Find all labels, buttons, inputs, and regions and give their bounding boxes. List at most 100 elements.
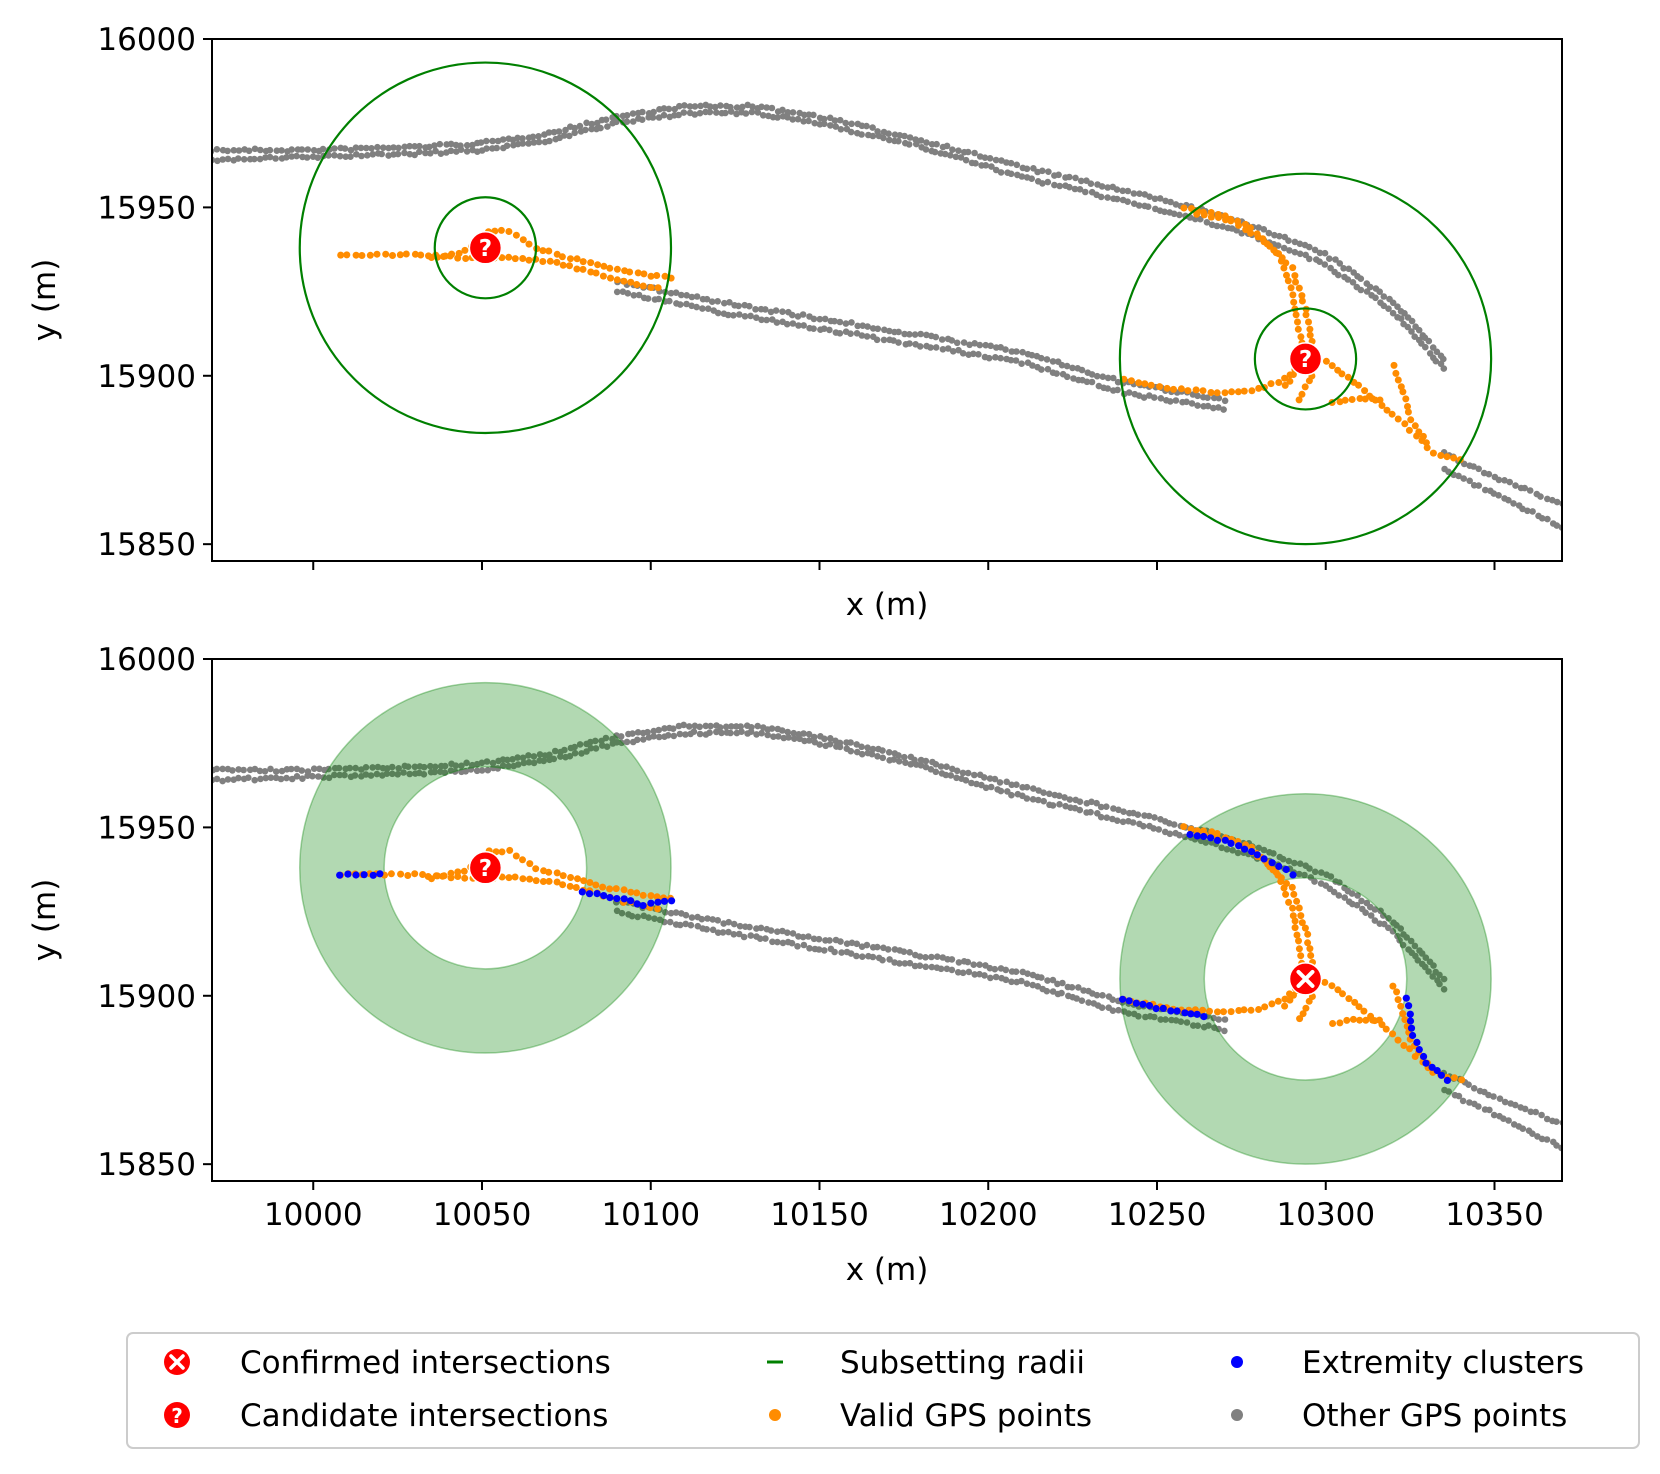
other-gps-point bbox=[530, 753, 538, 760]
other-gps-point bbox=[1403, 934, 1410, 941]
other-gps-point bbox=[566, 132, 573, 140]
other-gps-point bbox=[335, 764, 343, 772]
other-gps-point bbox=[427, 762, 434, 770]
extremity-cluster-point bbox=[1422, 1059, 1430, 1067]
other-gps-point bbox=[838, 949, 845, 956]
valid-gps-point bbox=[1193, 827, 1201, 835]
valid-gps-point bbox=[1177, 385, 1185, 393]
other-gps-point bbox=[219, 156, 226, 163]
other-gps-point bbox=[836, 116, 844, 124]
other-gps-point bbox=[1104, 374, 1112, 382]
other-gps-point bbox=[1380, 912, 1387, 919]
other-gps-point bbox=[863, 333, 871, 340]
valid-gps-point bbox=[411, 870, 419, 878]
other-gps-point bbox=[1113, 195, 1121, 203]
extremity-cluster-point bbox=[1437, 1071, 1445, 1079]
other-gps-point bbox=[219, 777, 226, 785]
other-gps-point bbox=[968, 779, 975, 787]
valid-gps-point bbox=[1304, 930, 1312, 938]
other-gps-point bbox=[380, 144, 387, 151]
extremity-cluster-point bbox=[1213, 836, 1222, 845]
other-gps-point bbox=[847, 330, 854, 338]
valid-gps-point bbox=[1443, 453, 1451, 461]
other-gps-point bbox=[213, 775, 221, 783]
other-gps-point bbox=[1146, 392, 1153, 399]
other-gps-point bbox=[1170, 210, 1178, 218]
other-gps-point bbox=[341, 771, 348, 779]
valid-gps-point bbox=[1383, 406, 1391, 414]
candidate-intersection-marker: ? bbox=[468, 851, 503, 885]
other-gps-point bbox=[955, 959, 963, 966]
valid-gps-point bbox=[1282, 890, 1290, 898]
other-gps-point bbox=[1170, 821, 1178, 828]
other-gps-point bbox=[213, 765, 221, 773]
other-gps-point bbox=[1055, 171, 1062, 179]
other-gps-point bbox=[422, 149, 429, 157]
valid-gps-point bbox=[1369, 1016, 1377, 1024]
other-gps-point bbox=[682, 920, 689, 928]
other-gps-point bbox=[706, 729, 713, 736]
other-gps-point bbox=[576, 122, 584, 130]
valid-gps-point bbox=[1355, 1003, 1363, 1011]
other-gps-point bbox=[1129, 819, 1137, 826]
other-gps-point bbox=[288, 775, 296, 783]
valid-gps-point bbox=[553, 250, 561, 258]
valid-gps-point bbox=[1336, 1019, 1344, 1027]
other-gps-point bbox=[529, 133, 537, 141]
other-gps-point bbox=[985, 354, 993, 362]
valid-gps-point bbox=[613, 265, 621, 273]
other-gps-point bbox=[1080, 987, 1087, 994]
other-gps-point bbox=[550, 755, 558, 763]
other-gps-point bbox=[982, 784, 990, 792]
other-gps-point bbox=[791, 735, 798, 742]
other-gps-point bbox=[917, 137, 925, 144]
valid-gps-point bbox=[491, 227, 499, 235]
extremity-cluster-point bbox=[360, 871, 368, 879]
other-gps-point bbox=[593, 119, 601, 127]
other-gps-point bbox=[240, 156, 248, 163]
other-gps-point bbox=[358, 152, 365, 160]
extremity-cluster-point bbox=[668, 897, 676, 905]
valid-gps-point bbox=[1302, 1004, 1310, 1012]
other-gps-point bbox=[991, 965, 999, 973]
other-gps-point bbox=[1144, 203, 1152, 210]
other-gps-point bbox=[1125, 1010, 1132, 1017]
other-gps-point bbox=[1377, 907, 1384, 915]
other-gps-point bbox=[431, 768, 438, 776]
other-gps-point bbox=[1354, 892, 1361, 899]
other-gps-point bbox=[458, 762, 465, 770]
valid-gps-point bbox=[1199, 387, 1207, 395]
valid-gps-point bbox=[1235, 1007, 1243, 1014]
valid-gps-point bbox=[1163, 384, 1171, 392]
extremity-cluster-point bbox=[1159, 1004, 1167, 1013]
other-gps-point bbox=[959, 769, 967, 777]
extremity-cluster-point bbox=[1193, 1010, 1201, 1018]
extremity-cluster-point bbox=[593, 890, 601, 898]
other-gps-point bbox=[560, 132, 568, 139]
other-gps-point bbox=[975, 351, 982, 358]
other-gps-point bbox=[1166, 830, 1174, 838]
valid-gps-point bbox=[1339, 990, 1346, 998]
other-gps-point bbox=[972, 160, 979, 167]
valid-gps-point bbox=[1286, 990, 1293, 998]
valid-gps-point bbox=[1295, 945, 1303, 953]
valid-gps-point bbox=[462, 255, 470, 262]
other-gps-point bbox=[1035, 796, 1042, 804]
other-gps-point bbox=[341, 145, 349, 152]
other-gps-point bbox=[525, 759, 533, 766]
other-gps-point bbox=[704, 305, 712, 313]
other-gps-point bbox=[707, 722, 714, 730]
other-gps-point bbox=[1109, 996, 1116, 1003]
other-gps-point bbox=[557, 753, 564, 760]
other-gps-point bbox=[1500, 1115, 1507, 1122]
other-gps-point bbox=[635, 291, 643, 299]
other-gps-point bbox=[717, 102, 724, 109]
other-gps-point bbox=[1156, 195, 1164, 202]
valid-gps-point bbox=[1280, 264, 1288, 272]
other-gps-point bbox=[896, 960, 903, 967]
other-gps-point bbox=[749, 103, 756, 110]
valid-gps-point bbox=[654, 905, 662, 913]
other-gps-point bbox=[858, 750, 866, 758]
extremity-cluster-point bbox=[369, 871, 377, 879]
valid-gps-point bbox=[1207, 389, 1215, 396]
